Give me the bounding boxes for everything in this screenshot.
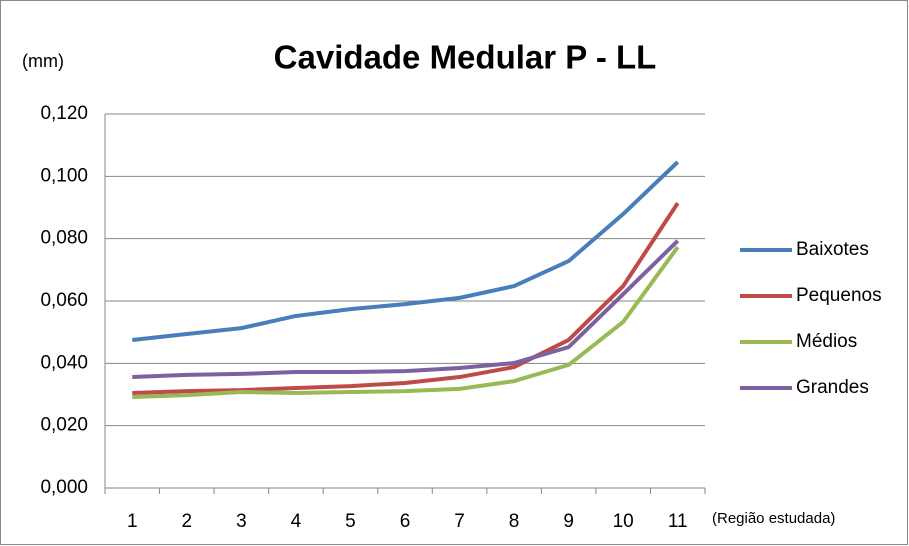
- y-axis-label: (mm): [22, 51, 64, 71]
- legend-label: Baixotes: [796, 239, 869, 260]
- y-tick-label: 0,100: [40, 165, 88, 186]
- x-tick-label: 1: [127, 511, 138, 532]
- legend-label: Médios: [796, 331, 857, 352]
- y-tick-label: 0,040: [40, 352, 88, 373]
- x-tick-label: 8: [509, 511, 520, 532]
- y-tick-label: 0,060: [40, 290, 88, 311]
- legend-label: Grandes: [796, 377, 869, 398]
- x-tick-label: 6: [400, 511, 411, 532]
- y-tick-label: 0,000: [40, 477, 88, 498]
- x-tick-label: 7: [454, 511, 465, 532]
- y-tick-label: 0,020: [40, 415, 88, 436]
- legend-label: Pequenos: [796, 285, 882, 306]
- series-line: [132, 245, 680, 399]
- x-tick-label: 3: [236, 511, 247, 532]
- series-line: [132, 202, 680, 395]
- series-line: [132, 160, 680, 342]
- x-tick-label: 5: [345, 511, 356, 532]
- x-tick-label: 11: [668, 511, 688, 532]
- y-tick-label: 0,080: [40, 228, 88, 249]
- chart-title: Cavidade Medular P - LL: [274, 39, 657, 76]
- x-tick-label: 10: [613, 511, 634, 532]
- series-line: [132, 239, 680, 380]
- x-tick-label: 9: [563, 511, 574, 532]
- x-tick-label: 2: [182, 511, 193, 532]
- x-axis-label: (Região estudada): [712, 510, 835, 527]
- x-tick-label: 4: [291, 511, 302, 532]
- y-tick-label: 0,120: [40, 103, 88, 124]
